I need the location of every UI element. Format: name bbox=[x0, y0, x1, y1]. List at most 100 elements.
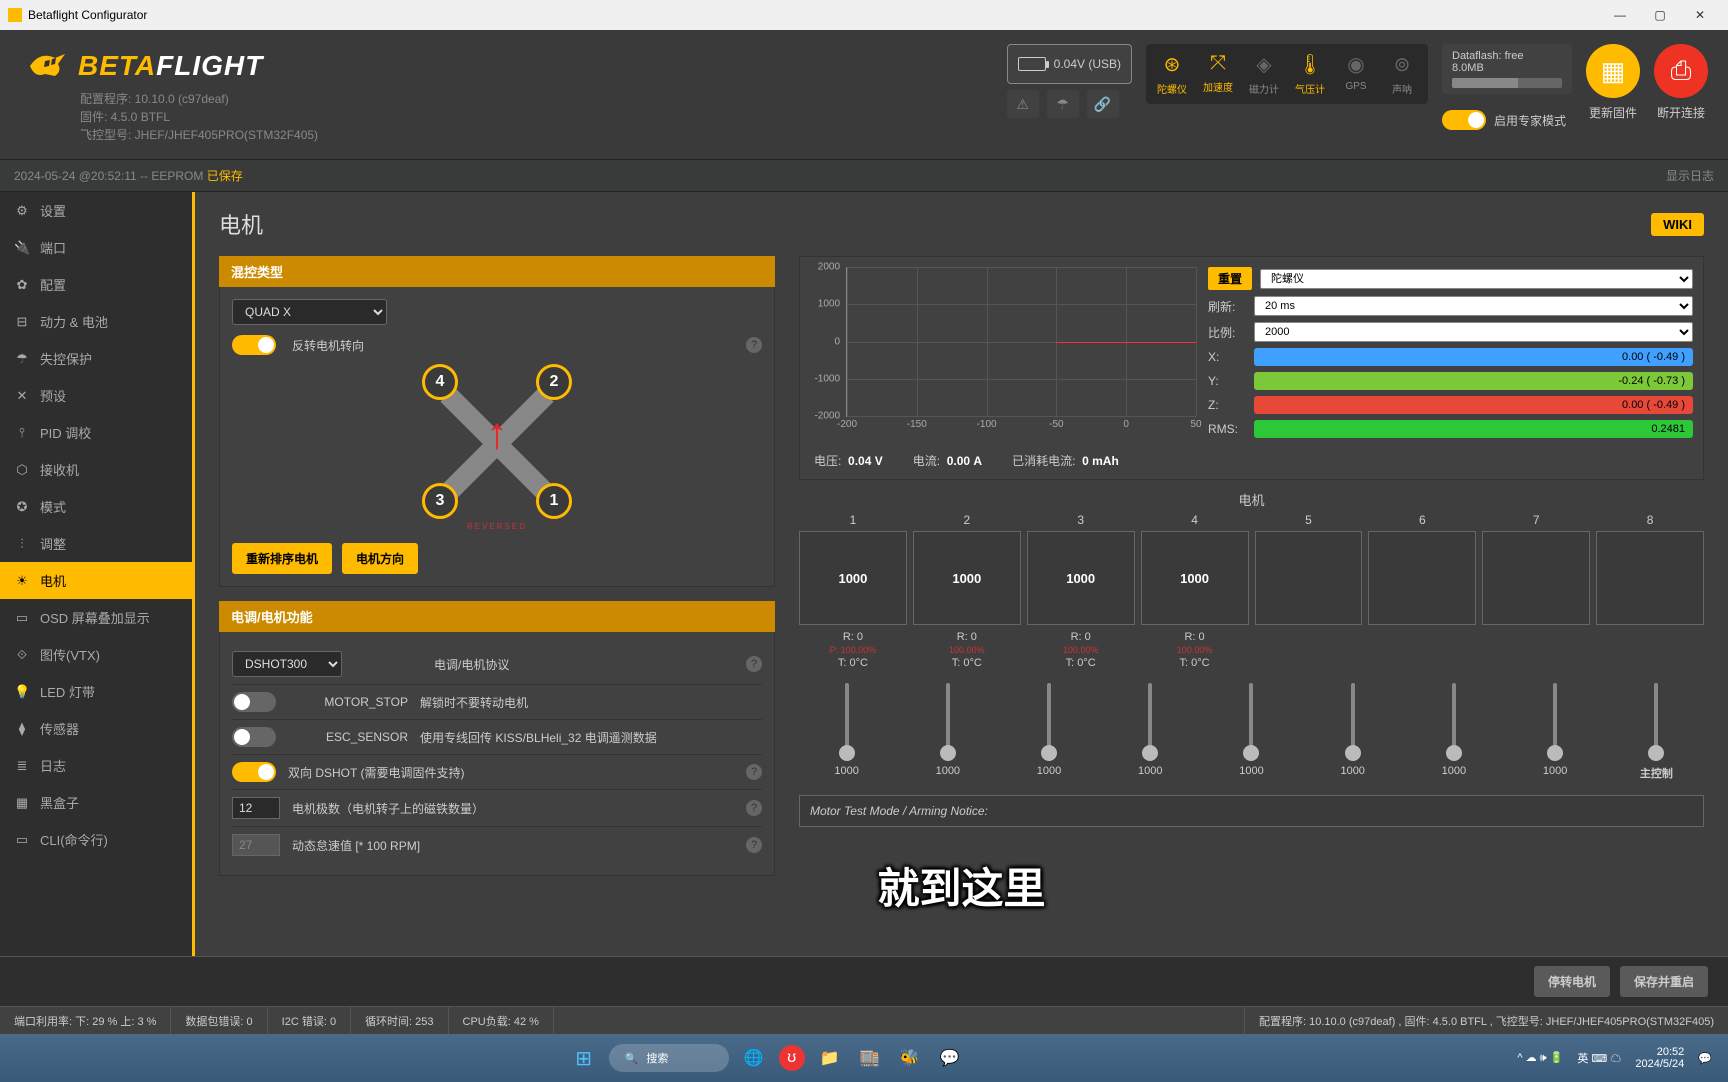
sidebar-item-16[interactable]: ▦黑盒子 bbox=[0, 784, 192, 821]
sidebar-item-12[interactable]: ⟐图传(VTX) bbox=[0, 636, 192, 673]
parachute-icon[interactable]: ☂ bbox=[1047, 90, 1079, 118]
sidebar-item-11[interactable]: ▭OSD 屏幕叠加显示 bbox=[0, 599, 192, 636]
sidebar-item-3[interactable]: ⊟动力 & 电池 bbox=[0, 303, 192, 340]
motor-slider-3[interactable]: 1000 bbox=[1001, 683, 1096, 781]
bidir-dshot-toggle[interactable] bbox=[232, 762, 276, 782]
motor-box-8: 8 bbox=[1596, 513, 1704, 669]
current-value: 0.00 A bbox=[947, 454, 982, 468]
sidebar-item-14[interactable]: ⧫传感器 bbox=[0, 710, 192, 747]
show-log-link[interactable]: 显示日志 bbox=[1666, 167, 1714, 184]
scale-select[interactable]: 2000 bbox=[1254, 322, 1693, 342]
reorder-motors-button[interactable]: 重新排序电机 bbox=[232, 543, 332, 574]
sidebar-item-9[interactable]: ⫶调整 bbox=[0, 525, 192, 562]
sidebar-item-15[interactable]: ≣日志 bbox=[0, 747, 192, 784]
motor-test-notice: Motor Test Mode / Arming Notice: bbox=[799, 795, 1704, 827]
tray-time[interactable]: 20:52 bbox=[1635, 1046, 1684, 1058]
nav-label: OSD 屏幕叠加显示 bbox=[40, 608, 150, 627]
taskbar-app-icon[interactable]: 🏬 bbox=[855, 1043, 885, 1073]
motor-slider-4[interactable]: 1000 bbox=[1103, 683, 1198, 781]
motor-poles-input[interactable] bbox=[232, 797, 280, 819]
refresh-label: 刷新: bbox=[1208, 298, 1246, 315]
minimize-button[interactable]: — bbox=[1610, 8, 1630, 22]
motor-slider-1[interactable]: 1000 bbox=[799, 683, 894, 781]
status-saved: 已保存 bbox=[207, 169, 243, 183]
sidebar-item-0[interactable]: ⚙设置 bbox=[0, 192, 192, 229]
nav-icon: ⚙ bbox=[14, 203, 30, 219]
sonar-label: 声呐 bbox=[1380, 81, 1424, 96]
sidebar-item-17[interactable]: ▭ CLI(命令行) bbox=[0, 821, 192, 858]
rms-label: RMS: bbox=[1208, 422, 1246, 436]
sidebar-item-6[interactable]: ⫯PID 调校 bbox=[0, 414, 192, 451]
taskbar-app-icon[interactable]: ʊ bbox=[779, 1045, 805, 1071]
motor-direction-button[interactable]: 电机方向 bbox=[342, 543, 418, 574]
master-slider[interactable]: 主控制 bbox=[1609, 683, 1704, 781]
refresh-select[interactable]: 20 ms bbox=[1254, 296, 1693, 316]
nav-label: 电机 bbox=[40, 571, 66, 590]
maximize-button[interactable]: ▢ bbox=[1650, 8, 1670, 22]
help-icon[interactable]: ? bbox=[746, 837, 762, 853]
motor-slider-5[interactable]: 1000 bbox=[1204, 683, 1299, 781]
version-firmware: 固件: 4.5.0 BTFL bbox=[80, 108, 318, 126]
warning-icon[interactable]: ⚠ bbox=[1007, 90, 1039, 118]
update-firmware-button[interactable]: ▦ 更新固件 bbox=[1586, 44, 1640, 121]
help-icon[interactable]: ? bbox=[746, 764, 762, 780]
taskbar-app-icon[interactable]: 🐝 bbox=[895, 1043, 925, 1073]
sidebar-item-8[interactable]: ✪模式 bbox=[0, 488, 192, 525]
nav-label: CLI(命令行) bbox=[40, 830, 108, 849]
tray-lang[interactable]: 英 ⌨ ☁ bbox=[1577, 1050, 1621, 1066]
notification-icon[interactable]: 💬 bbox=[1698, 1052, 1712, 1065]
dataflash-panel[interactable]: Dataflash: free 8.0MB bbox=[1442, 44, 1572, 94]
nav-label: 端口 bbox=[40, 238, 66, 257]
sidebar-item-10[interactable]: ☀电机 bbox=[0, 562, 192, 599]
disconnect-button[interactable]: ⎙ 断开连接 bbox=[1654, 44, 1708, 121]
tray-date[interactable]: 2024/5/24 bbox=[1635, 1058, 1684, 1070]
start-button[interactable]: ⊞ bbox=[569, 1043, 599, 1073]
taskbar-app-icon[interactable]: 💬 bbox=[935, 1043, 965, 1073]
motor-slider-2[interactable]: 1000 bbox=[900, 683, 995, 781]
help-icon[interactable]: ? bbox=[746, 656, 762, 672]
sidebar-item-13[interactable]: 💡LED 灯带 bbox=[0, 673, 192, 710]
brand-name: BETAFLIGHT bbox=[78, 50, 263, 82]
quad-diagram: ↑ 12 34 REVERSED bbox=[427, 369, 567, 529]
taskbar-search[interactable]: 🔍 搜索 bbox=[609, 1044, 729, 1072]
motor-stop-toggle[interactable] bbox=[232, 692, 276, 712]
help-icon[interactable]: ? bbox=[746, 337, 762, 353]
z-value: 0.00 ( -0.49 ) bbox=[1254, 396, 1693, 414]
baro-icon: 🌡 bbox=[1288, 52, 1332, 77]
esc-sensor-toggle[interactable] bbox=[232, 727, 276, 747]
motor-slider-7[interactable]: 1000 bbox=[1406, 683, 1501, 781]
config-info: 配置程序: 10.10.0 (c97deaf) , 固件: 4.5.0 BTFL… bbox=[1244, 1007, 1728, 1034]
taskbar-app-icon[interactable]: 🌐 bbox=[739, 1043, 769, 1073]
wiki-button[interactable]: WIKI bbox=[1651, 213, 1704, 236]
sensor-graph: 200010000-1000-2000-200-150-100-50050 bbox=[846, 267, 1196, 417]
close-button[interactable]: ✕ bbox=[1690, 8, 1710, 22]
sidebar-item-2[interactable]: ✿配置 bbox=[0, 266, 192, 303]
motor-slider-8[interactable]: 1000 bbox=[1508, 683, 1603, 781]
motor-slider-6[interactable]: 1000 bbox=[1305, 683, 1400, 781]
reverse-motor-toggle[interactable] bbox=[232, 335, 276, 355]
stop-motors-button[interactable]: 停转电机 bbox=[1534, 966, 1610, 997]
mixer-type-select[interactable]: QUAD X bbox=[232, 299, 387, 325]
nav-icon: ⫯ bbox=[14, 425, 30, 441]
tray-icons[interactable]: ^ ☁ 🕪 🔋 bbox=[1517, 1051, 1563, 1065]
gyro-label: 陀螺仪 bbox=[1150, 81, 1194, 96]
graph-reset-button[interactable]: 重置 bbox=[1208, 267, 1252, 290]
port-usage: 端口利用率: 下: 29 % 上: 3 % bbox=[0, 1007, 171, 1034]
esc-sensor-desc: 使用专线回传 KISS/BLHeli_32 电调遥测数据 bbox=[420, 729, 657, 746]
esc-protocol-select[interactable]: DSHOT300 bbox=[232, 651, 342, 677]
sidebar-item-1[interactable]: 🔌端口 bbox=[0, 229, 192, 266]
help-icon[interactable]: ? bbox=[746, 800, 762, 816]
save-reboot-button[interactable]: 保存并重启 bbox=[1620, 966, 1708, 997]
sidebar-item-5[interactable]: ✕预设 bbox=[0, 377, 192, 414]
graph-source-select[interactable]: 陀螺仪 bbox=[1260, 269, 1693, 289]
taskbar-app-icon[interactable]: 📁 bbox=[815, 1043, 845, 1073]
sidebar-item-7[interactable]: ⬡接收机 bbox=[0, 451, 192, 488]
sidebar-item-4[interactable]: ☂失控保护 bbox=[0, 340, 192, 377]
nav-icon: ▭ bbox=[14, 832, 30, 848]
gyro-icon: ⊛ bbox=[1150, 52, 1194, 77]
link-icon[interactable]: 🔗 bbox=[1087, 90, 1119, 118]
expert-mode-toggle[interactable] bbox=[1442, 110, 1486, 130]
voltage-label: 电压: bbox=[814, 454, 841, 468]
mag-icon: ◈ bbox=[1242, 52, 1286, 77]
expert-mode-label: 启用专家模式 bbox=[1494, 112, 1566, 129]
